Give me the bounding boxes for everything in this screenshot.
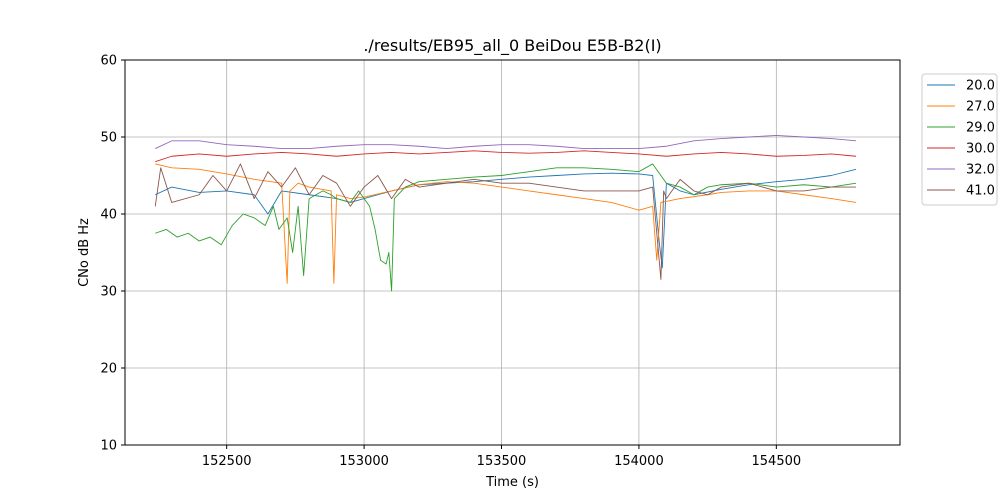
legend-label: 41.0: [966, 184, 995, 199]
axis-ticks: 152500 153000 153500 154000 154500 10 20 30 40 50…: [100, 54, 801, 470]
x-tick-label: 154500: [752, 454, 802, 469]
y-tick-label: 30: [100, 285, 117, 300]
y-tick-label: 20: [100, 362, 117, 377]
legend-label: 20.0: [966, 79, 995, 94]
y-tick-label: 10: [100, 439, 117, 454]
legend-label: 32.0: [966, 163, 995, 178]
series-line-27-0: [155, 163, 857, 284]
y-axis-title: CNo dB Hz: [77, 218, 92, 287]
series-line-32-0: [155, 135, 857, 150]
y-tick-label: 40: [100, 208, 117, 223]
series-line-41-0: [154, 163, 857, 280]
series-lines: [154, 135, 857, 292]
x-axis-title: Time (s): [485, 475, 539, 490]
chart-title: ./results/EB95_all_0 BeiDou E5B-B2(I): [363, 36, 661, 56]
legend-label: 29.0: [966, 121, 995, 136]
series-line-20-0: [155, 168, 857, 269]
series-line-30-0: [155, 150, 857, 163]
legend-label: 27.0: [966, 100, 995, 115]
y-tick-label: 60: [100, 54, 117, 69]
y-tick-label: 50: [100, 131, 117, 146]
series-line-29-0: [155, 163, 857, 292]
x-tick-label: 152500: [202, 454, 252, 469]
legend-label: 30.0: [966, 142, 995, 157]
x-tick-label: 153000: [339, 454, 389, 469]
x-tick-label: 154000: [614, 454, 664, 469]
x-tick-label: 153500: [477, 454, 527, 469]
legend: 20.0 27.0 29.0 30.0 32.0 41.0: [921, 73, 998, 206]
plot-area-frame: [124, 59, 901, 446]
legend-box: [921, 73, 998, 206]
